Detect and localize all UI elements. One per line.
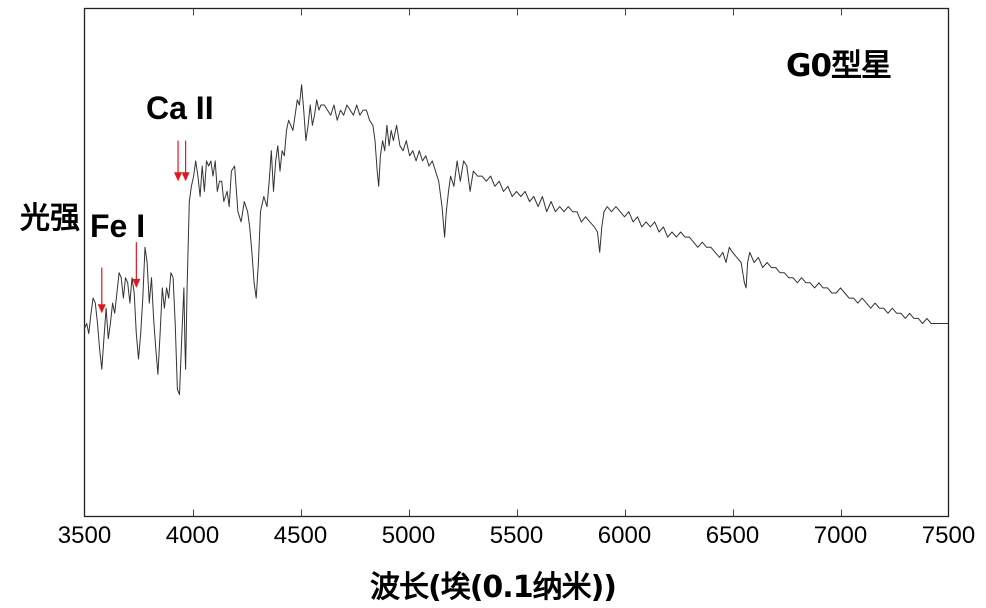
annotation-ca-ii: Ca II [146, 90, 214, 126]
annotation-fe-i: Fe I [90, 208, 146, 244]
x-tick-label: 5500 [489, 522, 544, 549]
x-tick-label: 7000 [813, 522, 868, 549]
arrow-head-icon [97, 304, 106, 314]
spectrum-line [84, 84, 949, 396]
chart-title: G0型星 [786, 48, 892, 84]
x-axis-ticks [193, 8, 842, 517]
arrow-head-icon [132, 278, 141, 288]
x-tick-label: 3500 [57, 522, 112, 549]
x-tick-label: 4500 [273, 522, 328, 549]
x-tick-label: 5000 [381, 522, 436, 549]
plot-frame [83, 7, 950, 518]
arrow-head-icon [174, 172, 183, 182]
arrow-head-icon [181, 172, 190, 182]
annotation-arrows [97, 140, 190, 314]
x-tick-label: 6000 [597, 522, 652, 549]
x-tick-label: 4000 [165, 522, 220, 549]
y-axis-label: 光强 [20, 201, 80, 236]
x-tick-label: 6500 [705, 522, 760, 549]
x-axis-label: 波长(埃(0.1纳米)) [370, 570, 617, 605]
x-tick-label: 7500 [921, 522, 976, 549]
